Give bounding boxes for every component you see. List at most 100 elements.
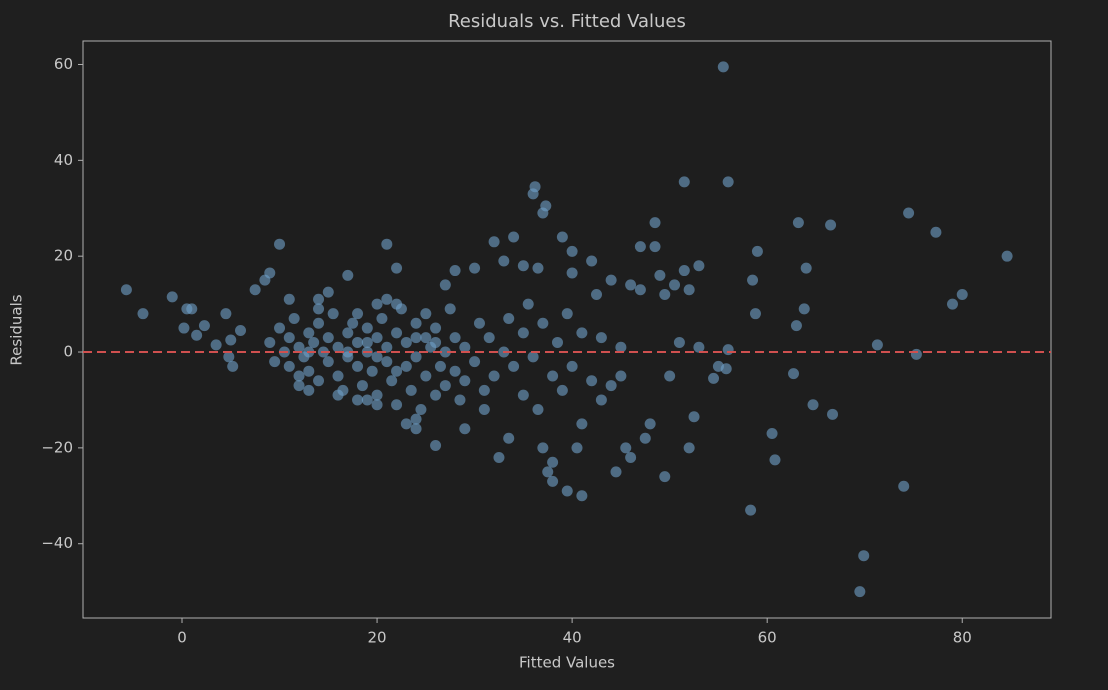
point [434, 360, 446, 372]
point [391, 399, 403, 411]
point [664, 370, 676, 382]
point [610, 466, 622, 478]
point [542, 466, 554, 478]
point [473, 317, 485, 329]
point [371, 389, 383, 401]
point [361, 322, 373, 334]
x-tick-label: 40 [563, 629, 582, 647]
point [386, 375, 398, 387]
point [798, 303, 810, 315]
point [605, 274, 617, 286]
point [322, 356, 334, 368]
point [223, 351, 235, 363]
point [722, 344, 734, 356]
point [620, 442, 632, 454]
point [313, 293, 325, 305]
point [722, 176, 734, 188]
point [720, 363, 732, 375]
point [825, 219, 837, 231]
point [769, 454, 781, 466]
point [264, 267, 276, 279]
point [293, 380, 305, 392]
point [522, 298, 534, 310]
point [439, 380, 451, 392]
point [444, 303, 456, 315]
x-tick-label: 80 [953, 629, 972, 647]
point [288, 312, 300, 324]
point [605, 380, 617, 392]
point [561, 308, 573, 320]
point [166, 291, 178, 303]
point [678, 265, 690, 277]
point [478, 384, 490, 396]
point [410, 351, 422, 363]
point [576, 490, 588, 502]
point [644, 418, 656, 430]
point [352, 308, 364, 320]
point [405, 384, 417, 396]
point [930, 226, 942, 238]
point [322, 332, 334, 344]
point [800, 262, 812, 274]
point [678, 176, 690, 188]
point [903, 207, 915, 219]
point [493, 451, 505, 463]
y-tick-label: −20 [41, 438, 73, 456]
point [210, 339, 222, 351]
point [827, 408, 839, 420]
point [415, 404, 427, 416]
point [235, 324, 247, 336]
point [313, 375, 325, 387]
point [391, 298, 403, 310]
point [430, 336, 442, 348]
point [566, 245, 578, 257]
point [532, 404, 544, 416]
point [293, 370, 305, 382]
point [410, 332, 422, 344]
y-axis-label: Residuals [8, 294, 26, 365]
point [469, 356, 481, 368]
point [488, 236, 500, 248]
point [556, 384, 568, 396]
point [591, 289, 603, 301]
plot-area [82, 40, 1052, 619]
point [749, 308, 761, 320]
point [420, 308, 432, 320]
point [566, 267, 578, 279]
point [371, 399, 383, 411]
point [551, 336, 563, 348]
point [342, 327, 354, 339]
point [274, 322, 286, 334]
point [439, 346, 451, 358]
point [503, 432, 515, 444]
point [352, 336, 364, 348]
point [454, 394, 466, 406]
point [303, 327, 315, 339]
point [332, 370, 344, 382]
point [347, 317, 359, 329]
point [283, 293, 295, 305]
point [693, 260, 705, 272]
point [556, 231, 568, 243]
point [659, 289, 671, 301]
point [332, 389, 344, 401]
point [517, 327, 529, 339]
point [659, 471, 671, 483]
point [673, 336, 685, 348]
point [946, 298, 958, 310]
point [854, 586, 866, 598]
point [225, 334, 237, 346]
point [420, 332, 432, 344]
point [381, 341, 393, 353]
point [283, 332, 295, 344]
point [371, 351, 383, 363]
point [342, 346, 354, 358]
point [898, 480, 910, 492]
point [625, 451, 637, 463]
point [459, 375, 471, 387]
point [420, 370, 432, 382]
x-axis-label: Fitted Values [519, 654, 615, 672]
point [529, 181, 541, 193]
point [391, 262, 403, 274]
point [198, 320, 210, 332]
